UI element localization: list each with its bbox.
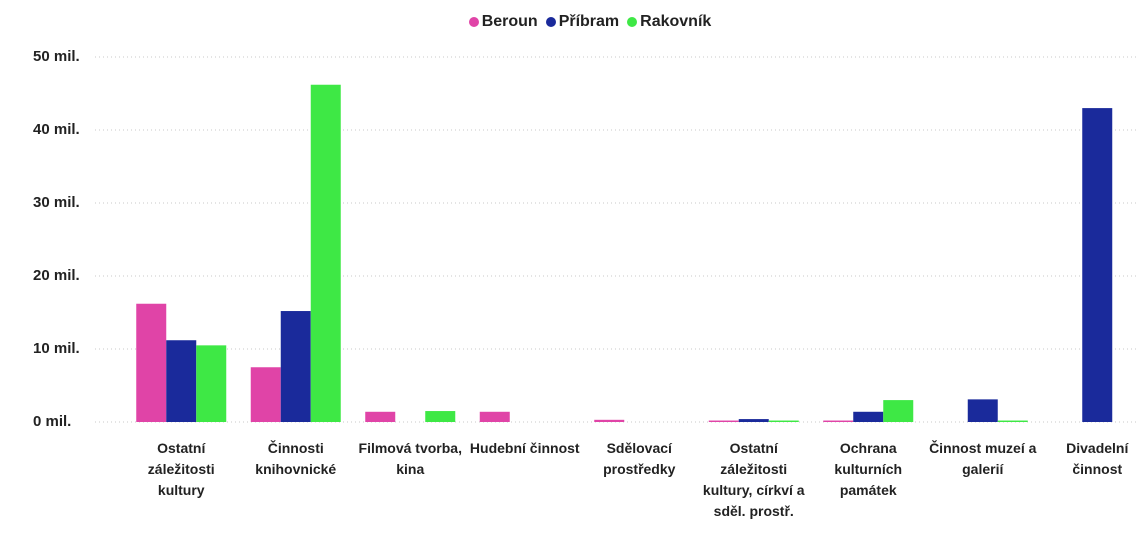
- x-tick-label: Ostatní záležitosti kultury, církví a sd…: [702, 440, 805, 519]
- y-tick-label: 10 mil.: [33, 340, 80, 357]
- x-tick-label: Filmová tvorba, kina: [358, 440, 462, 477]
- x-tick-label: Divadelní činnost: [1066, 440, 1129, 477]
- legend-dot: [545, 17, 556, 27]
- bar: [768, 420, 799, 422]
- x-tick-label: Ochrana kulturních památek: [834, 440, 903, 498]
- bar: [250, 367, 281, 422]
- bar: [1082, 108, 1113, 422]
- bar: [883, 400, 914, 422]
- legend-label: Příbram: [558, 13, 620, 30]
- legend-dot: [627, 17, 638, 27]
- bar: [594, 419, 625, 422]
- x-tick-label: Hudební činnost: [469, 440, 580, 456]
- bar: [967, 399, 998, 422]
- y-tick-label: 20 mil.: [33, 267, 80, 284]
- legend-item: Příbram: [545, 13, 620, 31]
- bar: [280, 311, 311, 422]
- bar: [196, 345, 227, 422]
- legend: Beroun Příbram Rakovník: [0, 13, 1138, 31]
- y-tick-label: 30 mil.: [33, 194, 80, 211]
- legend-label: Rakovník: [640, 13, 712, 30]
- bar: [853, 411, 884, 422]
- bar: [479, 411, 510, 422]
- y-tick-label: 50 mil.: [33, 48, 80, 65]
- bar: [365, 411, 396, 422]
- y-tick-label: 40 mil.: [33, 121, 80, 138]
- bar: [310, 84, 341, 423]
- bar: [997, 420, 1028, 422]
- bar: [425, 411, 456, 422]
- x-tick-label: Ostatní záležitosti kultury: [147, 440, 215, 498]
- legend-dot: [468, 17, 479, 27]
- x-tick-label: Činnosti knihovnické: [255, 440, 337, 477]
- legend-item: Beroun: [468, 13, 538, 31]
- bar: [708, 420, 739, 422]
- bar: [823, 420, 854, 422]
- x-tick-label: Sdělovací prostředky: [603, 440, 676, 477]
- x-tick-label: Činnost muzeí a galerií: [929, 440, 1037, 477]
- bar: [166, 340, 197, 422]
- y-tick-label: 0 mil.: [33, 413, 71, 430]
- legend-item: Rakovník: [627, 13, 711, 31]
- legend-label: Beroun: [481, 13, 538, 30]
- bar: [136, 303, 167, 422]
- bar: [738, 419, 769, 422]
